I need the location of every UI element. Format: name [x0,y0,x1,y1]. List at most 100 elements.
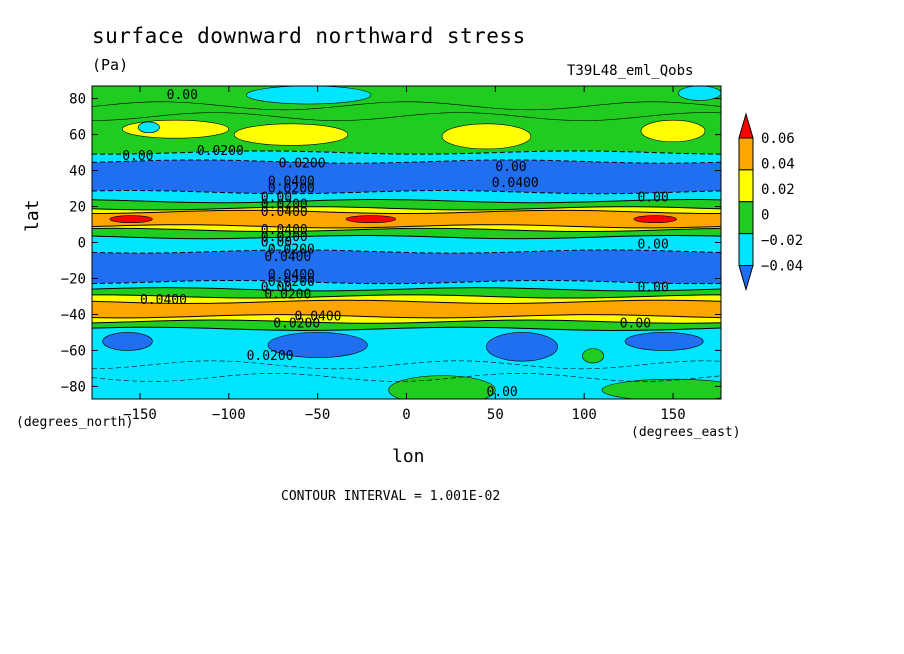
contour-label: 0.0200 [261,198,308,213]
colorbar-label: 0.02 [761,182,795,198]
contour-label: 0.0200 [197,144,244,159]
contour-patch [345,215,397,224]
contour-band [92,287,721,299]
contour-band [92,159,721,194]
contour-patch [267,332,368,358]
contour-band [92,300,721,318]
contour-label: 0.0200 [268,243,315,258]
contour-patch [633,215,677,224]
contour-band [92,294,721,304]
y-tick-label: −60 [61,343,86,359]
contour-line [92,112,721,121]
contour-label: 0.0400 [140,293,187,308]
contour-line [92,235,721,240]
y-tick-label: 60 [69,128,86,144]
contour-line [92,294,721,299]
contour-patch [601,378,721,399]
x-axis-unit: (degrees_east) [631,425,741,440]
contour-label: 0.00 [261,191,292,206]
contour-line [92,249,721,254]
contour-line [92,314,721,319]
contour-label: 0.00 [637,191,668,206]
contour-label: 0.0200 [268,275,315,290]
contour-label: 0.00 [261,280,292,295]
contour-line [92,227,721,233]
contour-band [92,249,721,284]
contour-band [92,210,721,228]
contour-band [92,320,721,331]
contour-band [92,150,721,164]
y-tick-label: −40 [61,307,86,323]
colorbar-segment [738,201,754,235]
contour-line [92,101,721,111]
colorbar-arrow-top [738,112,754,139]
contour-line [92,209,721,215]
contour-patch [246,86,372,105]
contour-line [92,319,721,324]
x-tick-label: 0 [402,407,410,423]
contour-label: 0.0200 [273,316,320,331]
contour-line [92,190,721,195]
contour-line [92,287,721,292]
x-tick-label: 150 [660,407,685,423]
contour-band [92,228,721,239]
colorbar-label: −0.04 [761,259,803,275]
contour-label: 0.0200 [268,182,315,197]
contour-patch [233,123,349,146]
contour-band [92,280,721,291]
contour-line [92,279,721,285]
run-label: T39L48_eml_Qobs [567,63,694,79]
contour-label: 0.00 [486,385,517,400]
contour-label: 0.00 [122,149,153,164]
contour-patch [640,119,706,143]
contour-patch [486,332,558,362]
contour-band [92,190,721,203]
contour-label: 0.0200 [279,156,326,171]
colorbar-label: 0.06 [761,131,795,147]
plot-area: 0.000.00 0.02000.02000.04000.02000.000.02… [92,86,721,400]
units-label: (Pa) [92,56,129,74]
colorbar-label: −0.02 [761,233,803,249]
y-tick-label: 80 [69,92,86,108]
contour-label: 0.00 [620,316,651,331]
contour-label: 0.0200 [261,230,308,245]
contour-band [92,327,721,399]
contour-line [92,373,721,382]
contour-band [92,314,721,324]
colorbar-segment [738,137,754,171]
colorbar-arrow-bottom [738,265,754,292]
colorbar-label: 0.04 [761,157,795,173]
x-tick-label: 100 [572,407,597,423]
contour-label: 0.0400 [261,223,308,238]
contour-label: 0.0400 [295,309,342,324]
contour-label: 0.00 [167,88,198,103]
y-tick-label: −80 [61,379,86,395]
contour-label: 0.00 [637,280,668,295]
contour-label: 0.00 [637,237,668,252]
contour-line [92,206,721,211]
x-tick-label: −50 [305,407,330,423]
x-tick-label: −100 [212,407,246,423]
y-tick-label: 0 [78,236,86,252]
y-tick-label: −20 [61,271,86,287]
y-axis-unit: (degrees_north) [16,415,134,430]
y-tick-label: 20 [69,200,86,216]
contour-line [92,224,721,229]
contour-label: 0.0200 [264,288,311,303]
contour-label: 0.0400 [264,250,311,265]
contour-label: 0.0400 [268,268,315,283]
x-tick-label: 50 [487,407,504,423]
contour-interval: CONTOUR INTERVAL = 1.001E-02 [281,489,501,504]
axes: −150 −100 −50 0 50 100 150 80 60 40 20 0 −20 −40 −60 −8… [61,85,722,423]
contour-patch [624,332,704,351]
contour-patch [388,375,496,399]
chart-title: surface downward northward stress [92,24,526,48]
contour-line [92,299,721,304]
colorbar-label: 0 [761,208,769,224]
contour-patch [109,215,153,224]
x-tick-label: −150 [123,407,157,423]
x-axis-label: lon [392,446,425,467]
contour-label: 0.0200 [247,349,294,364]
contour-line [92,159,721,164]
